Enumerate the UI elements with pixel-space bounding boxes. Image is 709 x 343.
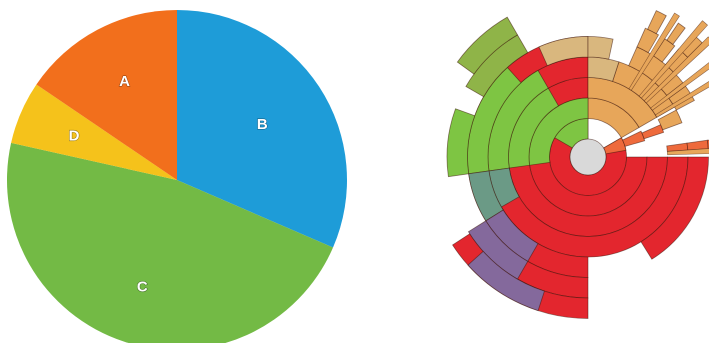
pie-label-a: A <box>119 73 130 90</box>
sunburst-segment <box>467 250 545 312</box>
pie-chart: B C D A <box>7 10 348 343</box>
sunburst-spike <box>650 62 709 111</box>
sunburst-segment <box>587 36 614 60</box>
sunburst-segment <box>456 16 519 75</box>
pie-slice-c <box>7 142 334 343</box>
sunburst-segment <box>640 156 709 260</box>
sunburst-spike <box>655 81 709 118</box>
pie-label-b: B <box>257 116 268 133</box>
sunburst-chart <box>446 10 709 319</box>
pie-label-d: D <box>69 127 80 144</box>
sunburst-segment <box>468 170 504 222</box>
sunburst-spike <box>628 12 680 91</box>
sunburst-spike <box>643 36 709 104</box>
sunburst-spike <box>666 148 709 156</box>
sunburst-segment <box>657 109 683 131</box>
pie-slice-d <box>11 84 178 180</box>
sunburst-segment <box>666 22 686 45</box>
pie-slice-b <box>177 10 348 248</box>
pie-slice-a <box>36 10 178 180</box>
sunburst-spike <box>638 20 708 99</box>
sunburst-segment <box>641 124 665 140</box>
pie-label-c: C <box>137 279 148 296</box>
sunburst-segment <box>446 108 476 178</box>
sunburst-segment <box>647 10 667 35</box>
sunburst-center <box>569 138 607 176</box>
